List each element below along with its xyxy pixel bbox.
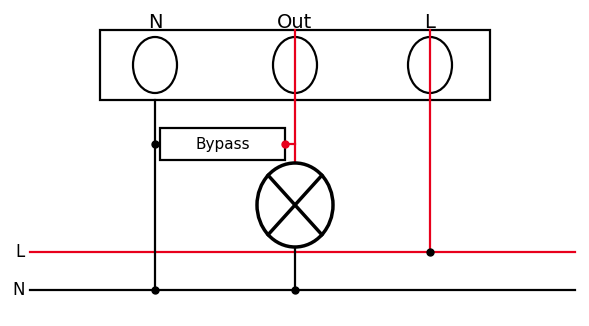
Bar	[160, 128, 285, 160]
Text: L: L	[425, 12, 435, 32]
Text: N: N	[148, 12, 162, 32]
Ellipse shape	[273, 37, 317, 93]
Text: N: N	[12, 281, 25, 299]
Ellipse shape	[133, 37, 177, 93]
Text: L: L	[16, 243, 25, 261]
Bar	[100, 30, 490, 100]
Ellipse shape	[408, 37, 452, 93]
Ellipse shape	[257, 163, 333, 247]
Text: Out: Out	[277, 12, 313, 32]
Text: Bypass: Bypass	[195, 137, 250, 152]
